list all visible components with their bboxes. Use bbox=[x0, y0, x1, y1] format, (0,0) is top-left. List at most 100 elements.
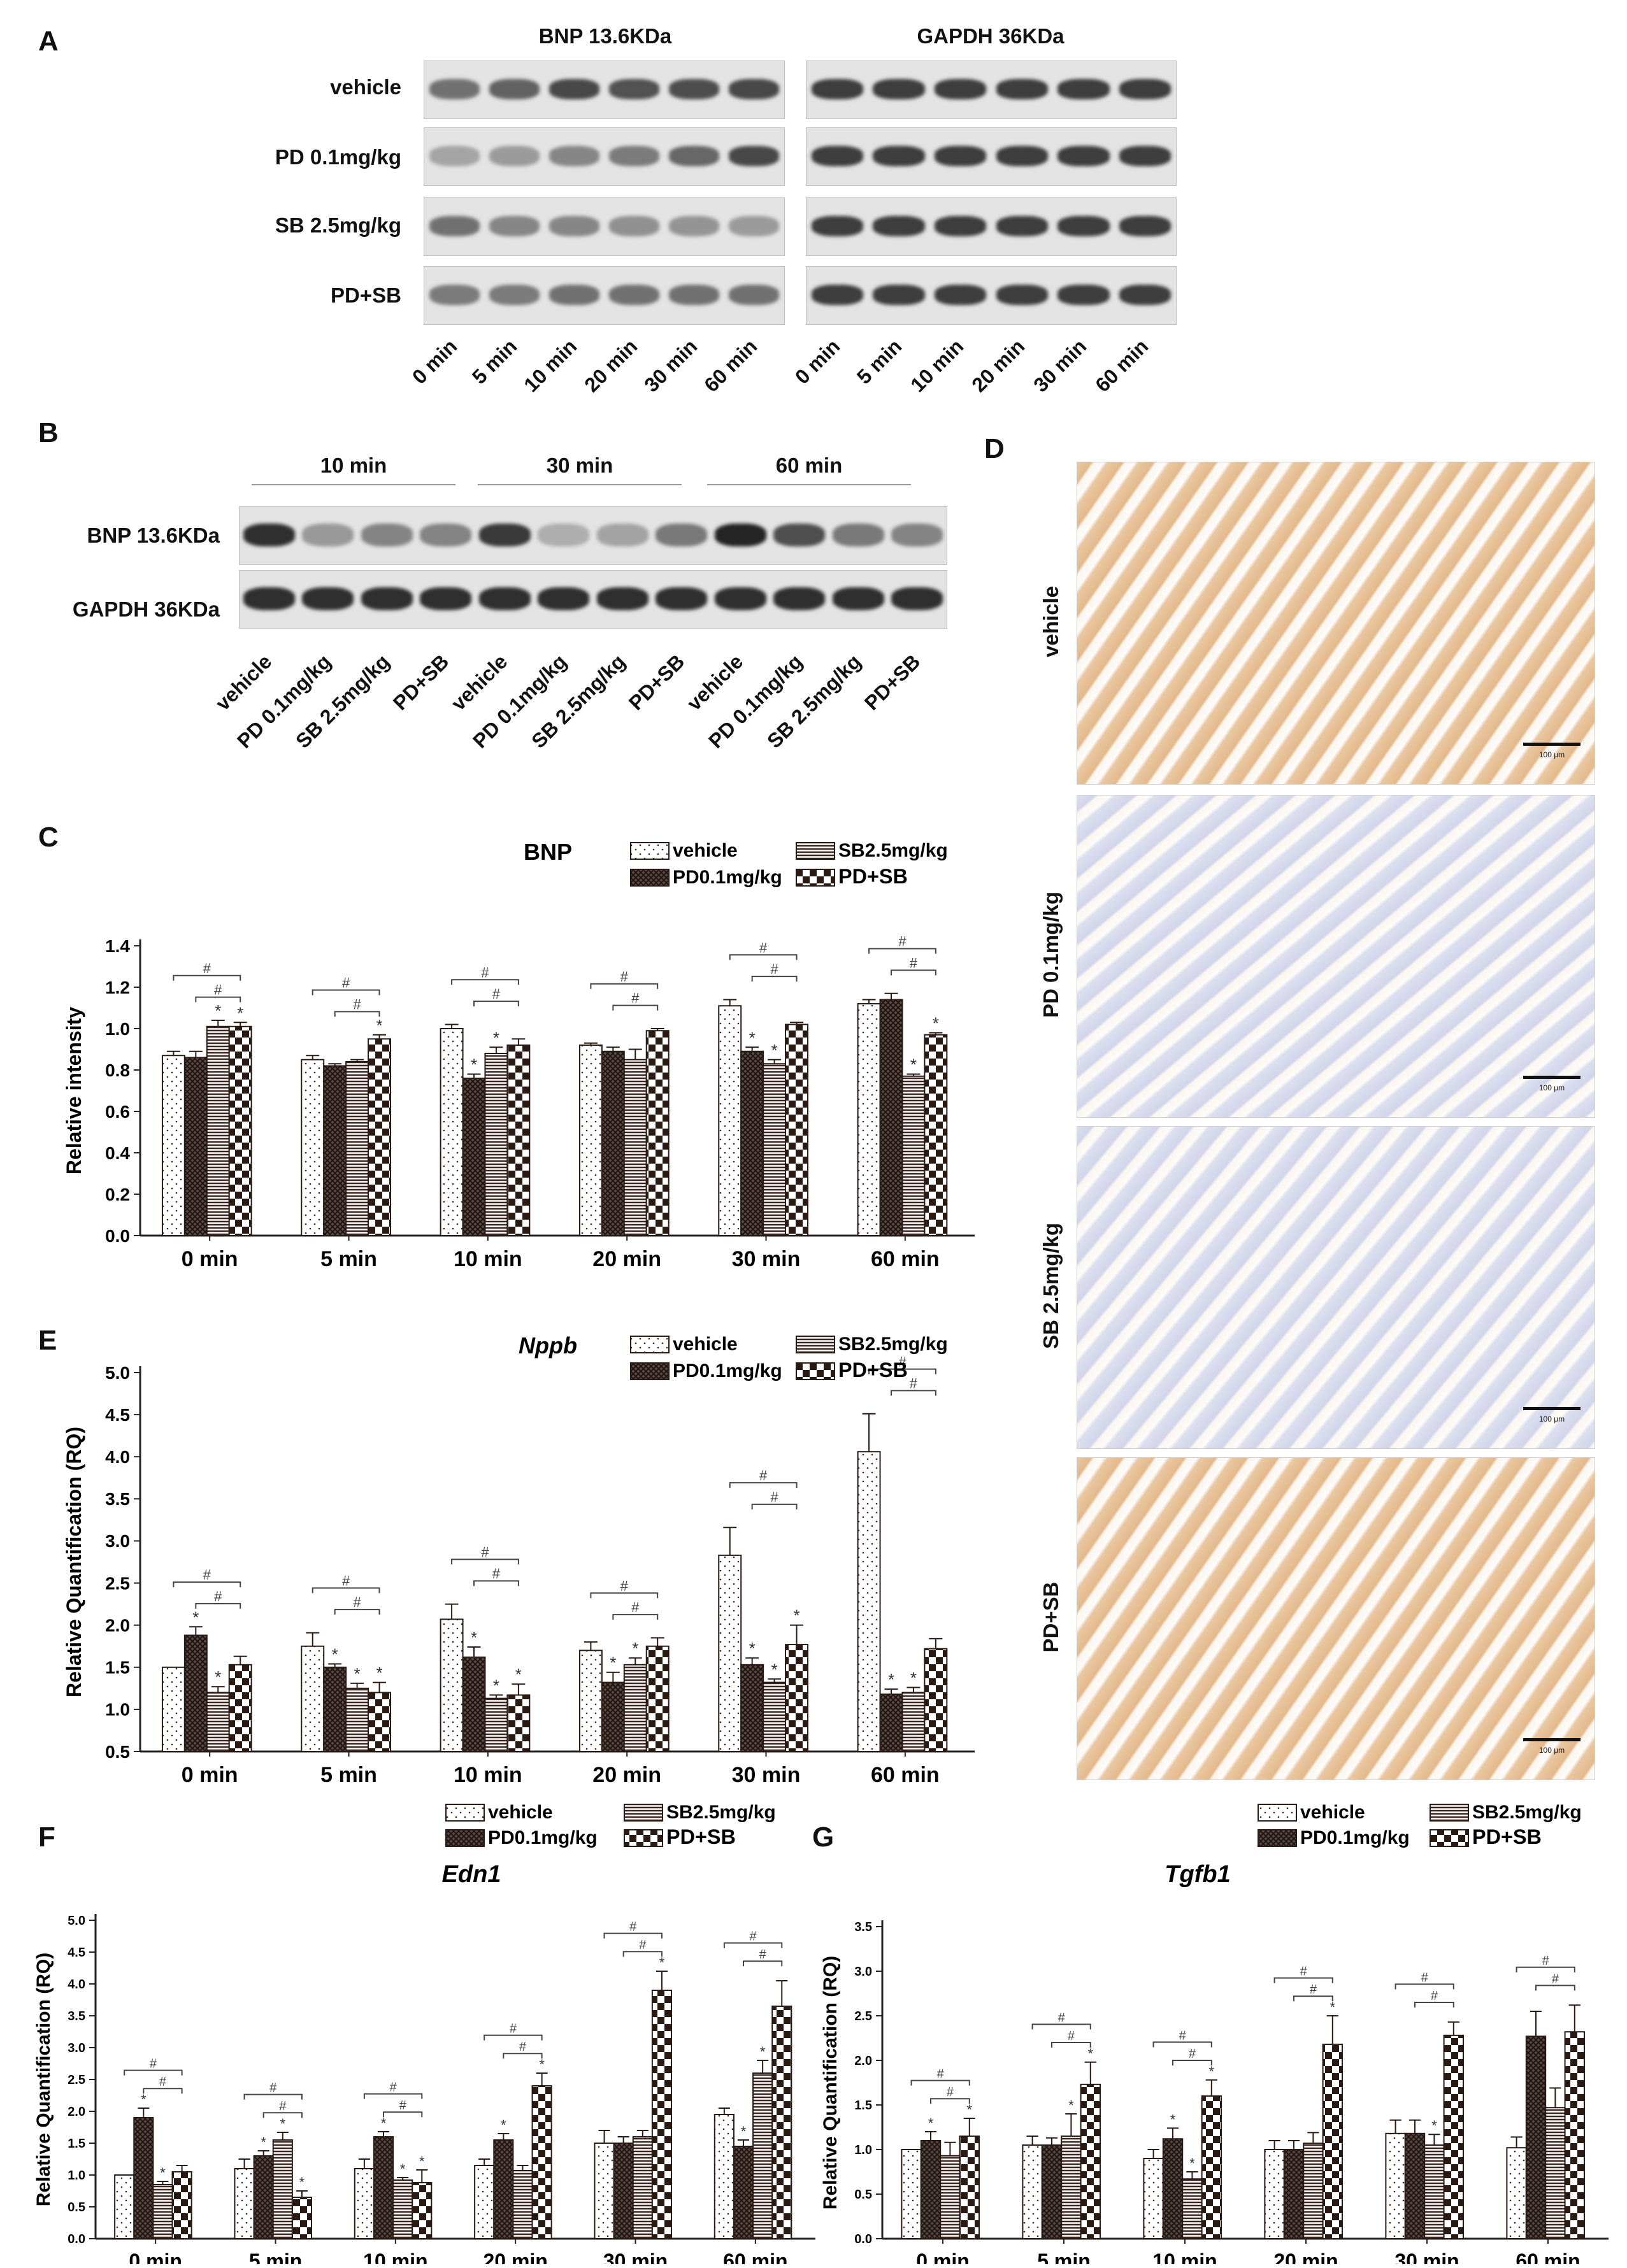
legend-label: vehicle bbox=[673, 840, 738, 861]
legend-swatch bbox=[624, 1804, 663, 1822]
significance-bracket bbox=[891, 969, 936, 976]
x-tick-label: 60 min bbox=[723, 2250, 787, 2264]
panel-b-group-line bbox=[252, 484, 455, 485]
blot-band bbox=[1057, 216, 1110, 236]
significance-bracket bbox=[910, 2079, 970, 2086]
chart-title: BNP bbox=[524, 839, 572, 865]
significance-hash: # bbox=[629, 1920, 637, 1934]
panel-a-row-label: SB 2.5mg/kg bbox=[275, 213, 401, 237]
significance-hash: # bbox=[342, 975, 350, 991]
y-axis-label: Relative intensity bbox=[62, 1007, 85, 1174]
blot-band bbox=[891, 587, 943, 610]
bar-pdsb bbox=[785, 1644, 808, 1753]
significance-star: * bbox=[376, 1664, 382, 1683]
blot-band bbox=[1057, 146, 1110, 166]
significance-bracket bbox=[1172, 2060, 1212, 2065]
western-blot-strip bbox=[424, 266, 785, 325]
blot-band bbox=[935, 285, 987, 305]
y-tick-label: 5.0 bbox=[68, 1914, 85, 1928]
bar-pdsb bbox=[531, 2085, 552, 2239]
significance-hash: # bbox=[620, 969, 629, 985]
bar-vehicle bbox=[857, 1451, 881, 1753]
bar-pdsb bbox=[924, 1648, 948, 1753]
bar-sb25mgkg bbox=[623, 1059, 647, 1236]
legend-swatch bbox=[624, 1829, 663, 1847]
y-axis-label: Relative Quantification (RQ) bbox=[820, 1956, 841, 2209]
y-axis-label: Relative Quantification (RQ) bbox=[62, 1427, 85, 1697]
significance-hash: # bbox=[214, 982, 222, 998]
blot-band bbox=[302, 587, 354, 610]
bar-vehicle bbox=[718, 1554, 742, 1752]
panel-b-group-line bbox=[478, 484, 682, 485]
bar-pd01mgkg bbox=[373, 2136, 394, 2239]
blot-band bbox=[489, 285, 540, 305]
significance-hash: # bbox=[159, 2075, 167, 2089]
legend-label: SB2.5mg/kg bbox=[1472, 1802, 1582, 1823]
bar-vehicle bbox=[474, 2165, 495, 2239]
bar-vehicle bbox=[301, 1645, 325, 1752]
panel-d-row-label: PD 0.1mg/kg bbox=[1039, 891, 1063, 1018]
significance-bracket bbox=[451, 979, 519, 985]
panel-d-row-label: SB 2.5mg/kg bbox=[1039, 1222, 1063, 1350]
bar-pd01mgkg bbox=[920, 2140, 942, 2239]
bar-sb25mgkg bbox=[1424, 2144, 1445, 2239]
x-tick-label: 20 min bbox=[592, 1763, 661, 1787]
bar-sb25mgkg bbox=[901, 1692, 926, 1753]
significance-hash: # bbox=[910, 955, 918, 971]
blot-band bbox=[302, 524, 354, 546]
significance-bracket bbox=[1293, 1995, 1333, 2002]
legend-swatch bbox=[1430, 1804, 1469, 1822]
bar-pd01mgkg bbox=[183, 1634, 208, 1752]
legend-swatch bbox=[1430, 1829, 1469, 1847]
significance-star: * bbox=[376, 1016, 382, 1035]
panel-a-gapdh-title: GAPDH 36KDa bbox=[917, 24, 1064, 48]
blot-band bbox=[811, 79, 863, 99]
significance-hash: # bbox=[150, 2057, 157, 2071]
significance-star: * bbox=[632, 1639, 638, 1658]
chart-tgfb1: 0.0 0.5 1.0 1.5 2.0 2.5 3.0 3.5 Relative Quantif… bbox=[820, 1802, 1609, 2264]
significance-bracket bbox=[1031, 2023, 1091, 2030]
bar-sb25mgkg bbox=[1545, 2107, 1566, 2240]
blot-band bbox=[873, 79, 925, 99]
y-tick-label: 2.0 bbox=[105, 1615, 130, 1635]
significance-hash: # bbox=[1431, 1989, 1438, 2003]
bar-sb25mgkg bbox=[484, 1697, 508, 1753]
bar-pd01mgkg bbox=[1041, 2144, 1063, 2239]
significance-star: * bbox=[493, 1028, 499, 1047]
blot-band bbox=[1119, 285, 1172, 305]
blot-band bbox=[729, 216, 780, 236]
x-tick-label: 0 min bbox=[182, 1247, 238, 1271]
scale-bar bbox=[1523, 743, 1580, 746]
bar-pdsb bbox=[1201, 2095, 1222, 2239]
significance-hash: # bbox=[1058, 2011, 1066, 2025]
chart-title: Tgfb1 bbox=[1165, 1861, 1230, 1888]
y-tick-label: 4.5 bbox=[68, 1946, 85, 1960]
bar-pd01mgkg bbox=[740, 1664, 764, 1752]
bar-pdsb bbox=[412, 2182, 433, 2239]
significance-star: * bbox=[967, 2102, 973, 2118]
chart-bnp: 0.0 0.2 0.4 0.6 0.8 1.0 1.2 1.4 Relative intensi… bbox=[62, 839, 975, 1271]
significance-bracket bbox=[891, 1390, 936, 1396]
significance-hash: # bbox=[759, 939, 768, 955]
significance-star: * bbox=[299, 2174, 305, 2190]
x-tick-label: 5 min bbox=[320, 1247, 377, 1271]
significance-hash: # bbox=[770, 1489, 778, 1505]
bar-pd01mgkg bbox=[601, 1681, 625, 1752]
blot-band bbox=[669, 285, 720, 305]
panel-d-row-label: vehicle bbox=[1039, 586, 1063, 657]
bar-sb25mgkg bbox=[763, 1681, 787, 1752]
blot-band bbox=[548, 79, 599, 99]
panel-label-c: C bbox=[38, 822, 59, 853]
bar-pdsb bbox=[959, 2136, 980, 2239]
y-tick-label: 4.0 bbox=[68, 1978, 85, 1992]
legend-swatch bbox=[630, 842, 670, 860]
bar-sb25mgkg bbox=[484, 1053, 508, 1236]
blot-band bbox=[811, 285, 863, 305]
blot-band bbox=[361, 587, 413, 610]
legend-label: PD0.1mg/kg bbox=[1300, 1827, 1410, 1848]
panel-a-row-label: vehicle bbox=[330, 75, 401, 99]
x-tick-label: 10 min bbox=[454, 1763, 522, 1787]
bar-vehicle bbox=[354, 2168, 375, 2239]
bar-pdsb bbox=[1080, 2083, 1101, 2239]
significance-star: * bbox=[237, 1003, 243, 1022]
